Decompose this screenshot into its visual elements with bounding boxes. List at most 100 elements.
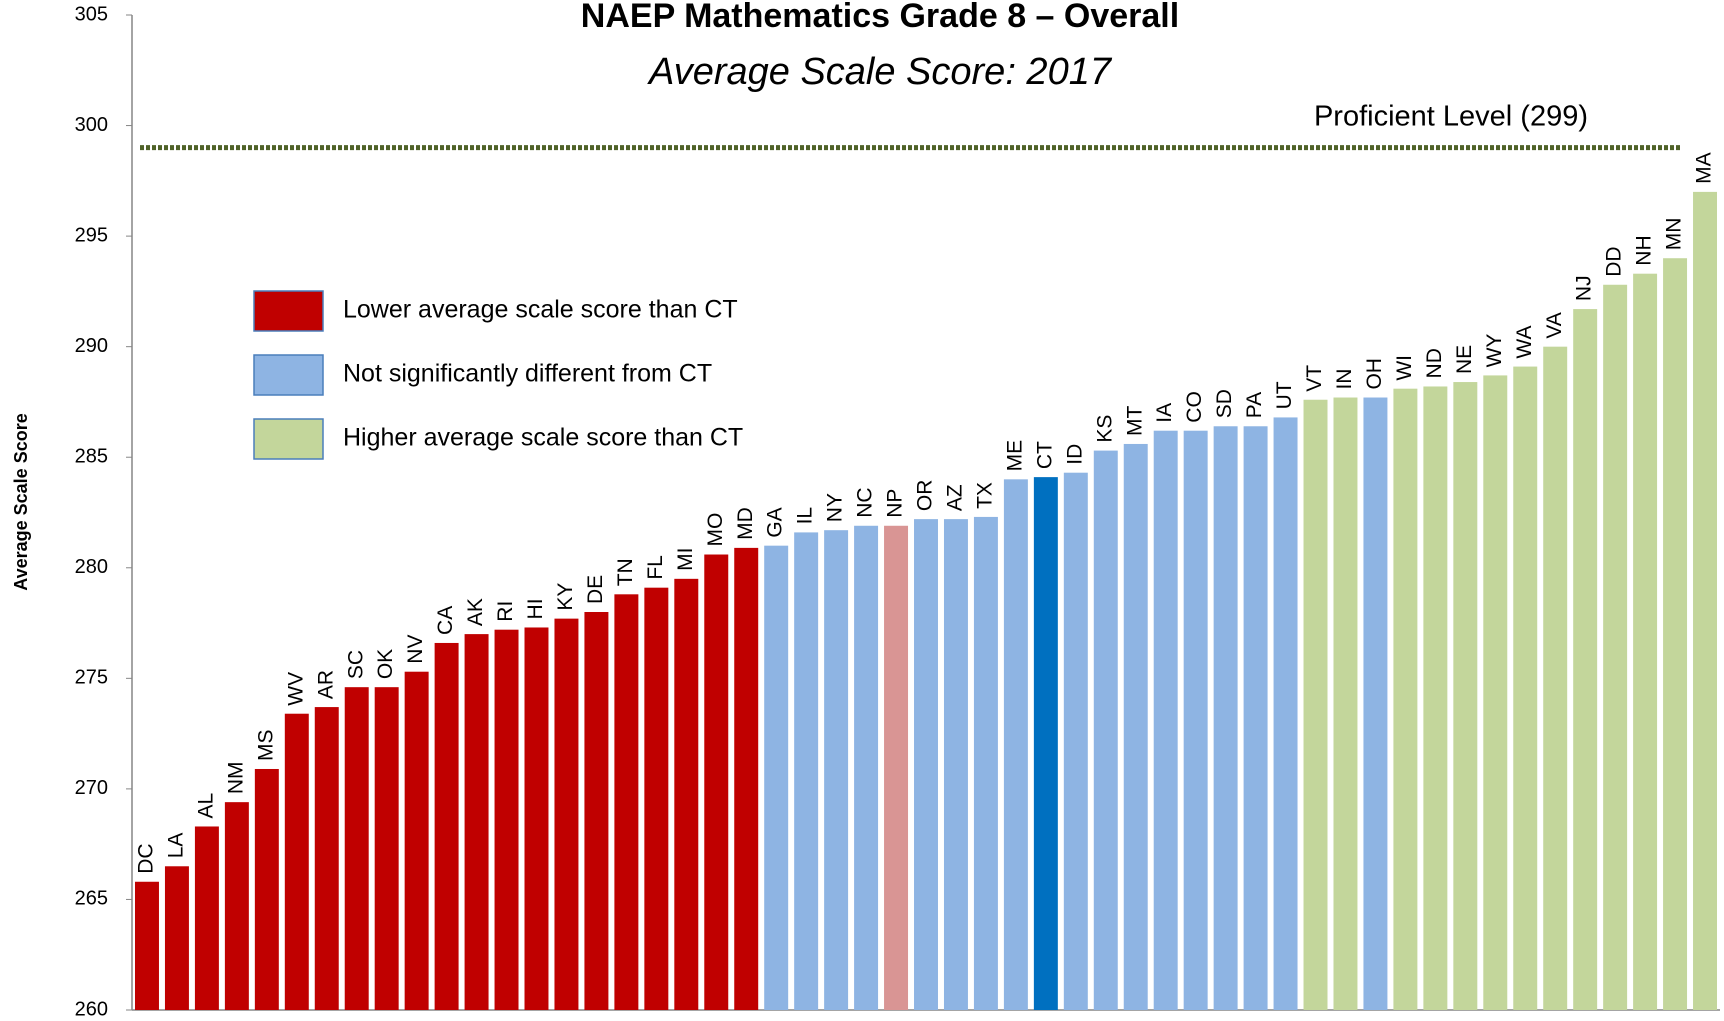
bar xyxy=(1663,258,1688,1010)
category-label: NJ xyxy=(1573,275,1596,301)
category-label: DE xyxy=(584,575,607,604)
category-label: IN xyxy=(1333,369,1356,390)
category-label: OK xyxy=(374,649,397,679)
category-label: UT xyxy=(1273,381,1296,409)
bar xyxy=(1333,397,1358,1010)
bar xyxy=(344,687,369,1010)
legend-swatch xyxy=(253,290,324,332)
category-label: MO xyxy=(704,513,727,547)
bar xyxy=(494,629,519,1010)
chart-subtitle: Average Scale Score: 2017 xyxy=(647,51,1113,93)
bar xyxy=(704,554,729,1010)
category-label: NE xyxy=(1453,345,1476,374)
category-label: DC xyxy=(135,843,158,873)
category-label: VA xyxy=(1543,312,1566,338)
category-label: ND xyxy=(1423,348,1446,378)
bar xyxy=(1543,346,1568,1011)
bar xyxy=(1183,430,1208,1010)
legend-label: Lower average scale score than CT xyxy=(343,296,738,324)
category-label: NH xyxy=(1633,235,1656,265)
bar xyxy=(1003,479,1028,1010)
bar xyxy=(943,519,968,1010)
bar xyxy=(1393,388,1418,1011)
y-tick-label: 295 xyxy=(75,224,108,246)
y-tick-label: 270 xyxy=(75,777,108,799)
bar xyxy=(614,594,639,1010)
category-label: IA xyxy=(1153,403,1176,423)
category-label: MT xyxy=(1123,405,1146,435)
bar xyxy=(1123,443,1148,1010)
y-axis-title: Average Scale Score xyxy=(11,413,31,590)
bar xyxy=(884,525,909,1010)
bar xyxy=(434,642,459,1010)
bar xyxy=(134,881,159,1010)
bar xyxy=(1513,366,1538,1011)
bar xyxy=(524,627,549,1010)
bar xyxy=(1063,472,1088,1010)
bar xyxy=(1603,284,1628,1010)
category-label: AR xyxy=(314,670,337,699)
bar xyxy=(1273,417,1298,1010)
category-label: TX xyxy=(973,482,996,509)
bar xyxy=(973,516,998,1010)
category-label: NP xyxy=(884,489,907,518)
category-label: NC xyxy=(854,487,877,517)
category-label: NY xyxy=(824,493,847,522)
bar xyxy=(794,532,819,1010)
category-label: MN xyxy=(1663,218,1686,251)
category-label: CT xyxy=(1033,441,1056,469)
category-label: LA xyxy=(164,833,187,859)
y-tick-label: 275 xyxy=(75,667,108,689)
category-label: OH xyxy=(1363,358,1386,390)
category-label: TN xyxy=(614,558,637,586)
bar xyxy=(1633,273,1658,1010)
bar xyxy=(1363,397,1388,1010)
bar xyxy=(1213,426,1238,1010)
category-label: MS xyxy=(254,729,277,761)
y-tick-label: 305 xyxy=(75,3,108,25)
category-label: PA xyxy=(1243,392,1266,418)
category-label: OR xyxy=(914,480,937,512)
category-label: VT xyxy=(1303,365,1326,392)
bar xyxy=(1423,386,1448,1010)
y-tick-label: 300 xyxy=(75,114,108,136)
chart-title: NAEP Mathematics Grade 8 – Overall xyxy=(581,0,1179,35)
bar xyxy=(464,634,489,1010)
category-label: DD xyxy=(1603,246,1626,276)
bar xyxy=(674,578,699,1010)
bar xyxy=(1693,191,1718,1010)
legend-swatch xyxy=(253,354,324,396)
category-label: MD xyxy=(734,507,757,540)
bar xyxy=(1033,477,1058,1011)
category-label: IL xyxy=(794,507,817,525)
bar xyxy=(1453,382,1478,1010)
category-label: AZ xyxy=(944,484,967,511)
category-label: KS xyxy=(1093,415,1116,443)
category-label: MA xyxy=(1693,152,1716,184)
category-label: WV xyxy=(284,672,307,706)
bar xyxy=(1483,375,1508,1010)
category-label: ID xyxy=(1063,444,1086,465)
bar xyxy=(404,671,429,1010)
category-label: CO xyxy=(1183,391,1206,423)
bar xyxy=(1093,450,1118,1011)
bar xyxy=(1243,426,1268,1010)
category-label: HI xyxy=(524,598,547,619)
bar xyxy=(374,687,399,1010)
legend-swatch xyxy=(253,418,324,460)
category-label: WA xyxy=(1513,326,1536,359)
bar xyxy=(734,547,759,1010)
category-label: AL xyxy=(194,793,217,819)
category-label: SD xyxy=(1213,389,1236,418)
category-label: RI xyxy=(494,601,517,622)
y-tick-label: 290 xyxy=(75,335,108,357)
bar xyxy=(584,612,609,1010)
category-label: MI xyxy=(674,548,697,571)
bar xyxy=(224,802,249,1010)
category-label: WI xyxy=(1393,355,1416,381)
legend-label: Higher average scale score than CT xyxy=(343,424,743,452)
category-label: AK xyxy=(464,598,487,626)
y-tick-label: 280 xyxy=(75,556,108,578)
bar xyxy=(284,713,309,1010)
bar xyxy=(254,768,279,1010)
